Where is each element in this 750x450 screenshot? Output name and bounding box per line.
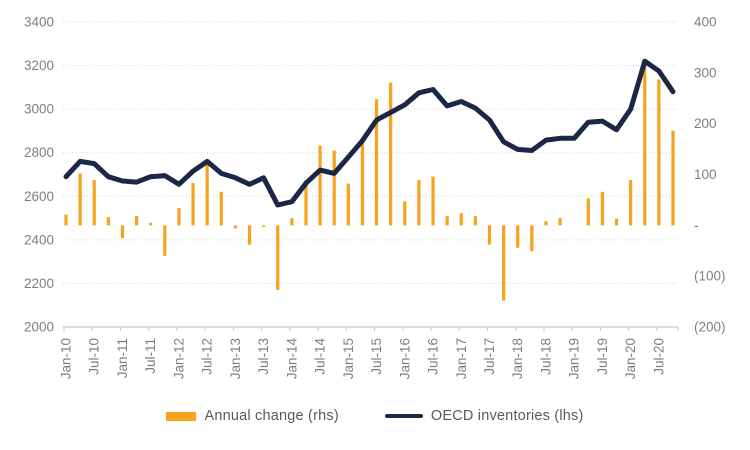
left-axis-tick-label: 3400	[24, 15, 54, 30]
annual-change-bar	[502, 225, 506, 301]
annual-change-bar	[445, 216, 449, 226]
annual-change-bar	[586, 198, 590, 226]
left-axis-tick-label: 2200	[24, 276, 54, 291]
legend-label-oecd-inventories: OECD inventories (lhs)	[430, 408, 584, 424]
x-axis-tick-label: Jan-10	[59, 338, 74, 379]
x-axis-tick-label: Jul-20	[651, 338, 666, 375]
left-axis-labels: 3400 3200 3000 2800 2600 2400 2200 2000	[24, 15, 54, 335]
annual-change-bar	[78, 173, 82, 226]
annual-change-bar	[389, 82, 393, 226]
right-axis-tick-label: 400	[694, 15, 717, 30]
x-axis-tick-label: Jul-16	[426, 338, 441, 375]
legend-label-annual-change: Annual change (rhs)	[204, 408, 339, 424]
annual-change-bar	[205, 159, 209, 226]
annual-change-bar	[530, 225, 534, 252]
x-axis-tick-label: Jan-15	[341, 338, 356, 379]
x-axis-tick-label: Jan-11	[115, 338, 130, 378]
annual-change-bar	[233, 225, 237, 229]
left-axis-tick-label: 2600	[24, 189, 54, 204]
x-axis-tick-label: Jul-10	[87, 338, 102, 375]
annual-change-bars	[64, 64, 675, 301]
right-axis-tick-label: (100)	[694, 269, 726, 284]
x-axis-tick-label: Jan-18	[510, 338, 525, 379]
x-axis-tick-label: Jul-18	[538, 338, 553, 375]
x-axis-tick-label: Jul-12	[200, 338, 215, 375]
annual-change-bar	[487, 225, 492, 245]
line-series-swatch	[384, 413, 423, 419]
annual-change-bar	[671, 130, 675, 226]
annual-change-bar	[191, 183, 195, 226]
annual-change-bar	[459, 213, 463, 226]
annual-change-bar	[304, 180, 308, 226]
legend-item-oecd-inventories: OECD inventories (lhs)	[384, 408, 584, 424]
left-axis-tick-label: 2400	[24, 232, 54, 247]
annual-change-bar	[657, 79, 661, 226]
annual-change-bar	[64, 214, 68, 226]
chart-legend: Annual change (rhs) OECD inventories (lh…	[0, 408, 750, 424]
right-axis-tick-label: (200)	[694, 320, 726, 335]
annual-change-bar	[262, 225, 266, 227]
x-axis-tick-label: Jan-12	[171, 338, 186, 379]
x-axis-tick-label: Jan-20	[623, 338, 638, 379]
x-axis-tick-label: Jan-16	[397, 338, 412, 379]
combo-chart: 3400 3200 3000 2800 2600 2400 2200 2000 400 300 20…	[24, 15, 726, 380]
annual-change-bar	[247, 225, 252, 245]
annual-change-bar	[374, 99, 379, 226]
annual-change-bar	[120, 225, 125, 239]
gridlines	[63, 21, 678, 284]
annual-change-bar	[332, 150, 336, 226]
annual-change-bar	[106, 217, 110, 226]
annual-change-bar	[600, 191, 605, 226]
annual-change-bar	[346, 183, 350, 226]
annual-change-bar	[403, 201, 407, 226]
left-axis-tick-label: 3000	[24, 102, 54, 117]
x-axis-tick-label: Jul-11	[143, 338, 158, 374]
annual-change-bar	[544, 221, 548, 226]
legend-item-annual-change: Annual change (rhs)	[166, 408, 339, 424]
annual-change-bar	[629, 180, 633, 226]
right-axis-tick-label: 300	[694, 65, 717, 80]
x-axis-tick-label: Jul-14	[313, 338, 328, 375]
x-axis-labels: Jan-10 Jul-10 Jan-11 Jul-11 Jan-12 Jul-12 Jan-…	[59, 338, 667, 380]
annual-change-bar	[417, 180, 421, 226]
annual-change-bar	[92, 180, 96, 226]
x-axis-tick-label: Jan-19	[567, 338, 582, 379]
right-axis-tick-label: 200	[694, 116, 717, 131]
x-axis-tick-label: Jul-13	[256, 338, 271, 375]
annual-change-bar	[473, 216, 477, 226]
annual-change-bar	[163, 225, 167, 256]
annual-change-bar	[290, 218, 294, 226]
left-axis-tick-label: 3200	[24, 58, 54, 73]
annual-change-bar	[219, 191, 223, 226]
annual-change-bar	[614, 218, 619, 226]
x-axis-tick-label: Jan-13	[228, 338, 243, 379]
left-axis-tick-label: 2000	[24, 320, 54, 335]
annual-change-bar	[276, 225, 280, 290]
right-axis-tick-label: 100	[694, 167, 717, 182]
x-axis	[63, 326, 679, 331]
bar-series-swatch	[166, 411, 197, 421]
annual-change-bar	[431, 176, 435, 226]
annual-change-bar	[149, 222, 153, 226]
annual-change-bar	[360, 138, 365, 226]
annual-change-bar	[558, 218, 562, 226]
x-axis-tick-label: Jan-14	[284, 338, 299, 380]
left-axis-tick-label: 2800	[24, 145, 54, 160]
right-axis-labels: 400 300 200 100 - (100) (200)	[694, 15, 726, 335]
annual-change-bar	[516, 225, 520, 248]
x-axis-tick-label: Jul-17	[482, 338, 497, 375]
oecd-inventories-line	[63, 58, 676, 208]
x-axis-tick-label: Jul-15	[369, 338, 384, 375]
annual-change-bar	[177, 208, 181, 226]
right-axis-tick-label: -	[694, 218, 699, 233]
annual-change-bar	[643, 64, 647, 226]
annual-change-bar	[318, 145, 322, 226]
annual-change-bar	[134, 216, 139, 226]
x-axis-tick-label: Jan-17	[454, 338, 469, 379]
x-axis-tick-label: Jul-19	[595, 338, 610, 375]
